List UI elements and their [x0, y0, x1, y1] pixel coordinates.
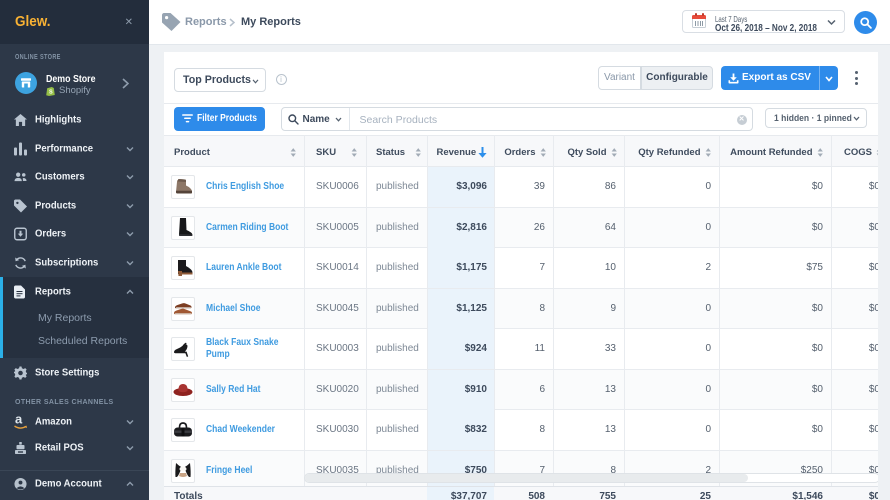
svg-text:S: S	[49, 90, 53, 96]
